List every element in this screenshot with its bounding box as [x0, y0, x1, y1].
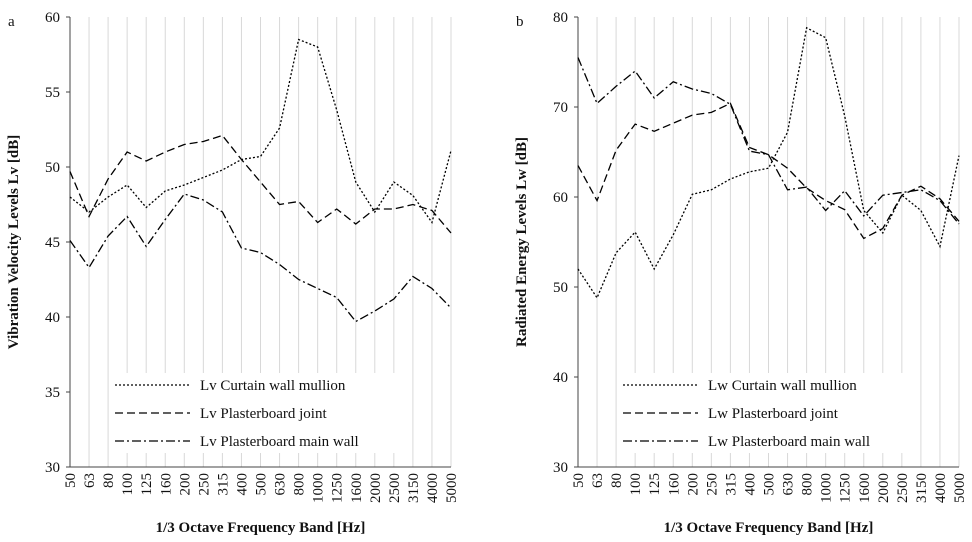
x-tick-label: 630 [273, 473, 289, 496]
y-tick-label: 50 [553, 280, 568, 296]
panel-label: a [8, 14, 15, 30]
data-line [69, 193, 452, 323]
x-tick-label: 160 [666, 473, 682, 496]
legend-label: Lv Curtain wall mullion [200, 378, 346, 394]
data-line [69, 134, 452, 234]
y-tick-label: 80 [553, 10, 568, 26]
x-tick-label: 1600 [349, 473, 365, 503]
x-tick-label: 250 [196, 473, 212, 496]
x-tick-label: 400 [742, 473, 758, 496]
legend-label: Lw Plasterboard joint [708, 406, 839, 422]
legend-box [618, 373, 918, 453]
x-tick-label: 200 [685, 473, 701, 496]
x-tick-label: 500 [254, 473, 270, 496]
x-tick-label: 50 [571, 473, 587, 488]
y-tick-label: 40 [45, 310, 60, 326]
data-line [577, 26, 960, 300]
x-tick-label: 4000 [933, 473, 949, 503]
x-axis-label: 1/3 Octave Frequency Band [Hz] [156, 520, 366, 536]
y-tick-label: 50 [45, 160, 60, 176]
x-tick-label: 250 [704, 473, 720, 496]
legend-label: Lv Plasterboard main wall [200, 434, 359, 450]
y-tick-label: 40 [553, 370, 568, 386]
legend-box [110, 373, 410, 453]
x-tick-label: 3150 [914, 473, 930, 503]
y-tick-label: 35 [45, 385, 60, 401]
x-tick-label: 80 [101, 473, 117, 488]
x-tick-label: 2500 [895, 473, 911, 503]
y-tick-label: 70 [553, 100, 568, 116]
y-tick-label: 30 [553, 460, 568, 476]
x-tick-label: 1250 [330, 473, 346, 503]
x-tick-label: 160 [158, 473, 174, 496]
y-tick-label: 60 [45, 10, 60, 26]
x-tick-label: 100 [120, 473, 136, 496]
x-tick-label: 63 [82, 473, 98, 488]
panel-label: b [516, 14, 524, 30]
x-tick-label: 800 [292, 473, 308, 496]
x-tick-label: 4000 [425, 473, 441, 503]
x-tick-label: 200 [177, 473, 193, 496]
y-axis-label: Radiated Energy Levels Lw [dB] [514, 137, 530, 347]
x-tick-label: 1000 [311, 473, 327, 503]
y-tick-label: 55 [45, 85, 60, 101]
legend-label: Lw Plasterboard main wall [708, 434, 870, 450]
x-tick-label: 125 [647, 473, 663, 496]
x-tick-label: 400 [234, 473, 250, 496]
data-line [577, 57, 960, 225]
x-tick-label: 630 [781, 473, 797, 496]
x-tick-label: 1250 [838, 473, 854, 503]
y-tick-label: 45 [45, 235, 60, 251]
x-tick-label: 125 [139, 473, 155, 496]
x-tick-label: 63 [590, 473, 606, 488]
x-tick-label: 3150 [406, 473, 422, 503]
x-tick-label: 2500 [387, 473, 403, 503]
x-tick-label: 315 [723, 473, 739, 496]
x-tick-label: 1600 [857, 473, 873, 503]
x-tick-label: 2000 [876, 473, 892, 503]
x-axis-label: 1/3 Octave Frequency Band [Hz] [664, 520, 874, 536]
legend-label: Lw Curtain wall mullion [708, 378, 857, 394]
x-tick-label: 500 [762, 473, 778, 496]
x-tick-label: 5000 [444, 473, 460, 503]
legend-label: Lv Plasterboard joint [200, 406, 327, 422]
x-tick-label: 5000 [952, 473, 968, 503]
x-tick-label: 80 [609, 473, 625, 488]
data-line [577, 102, 960, 240]
y-tick-label: 60 [553, 190, 568, 206]
x-tick-label: 315 [215, 473, 231, 496]
x-tick-label: 2000 [368, 473, 384, 503]
y-tick-label: 30 [45, 460, 60, 476]
data-line [69, 38, 452, 225]
x-tick-label: 800 [800, 473, 816, 496]
y-axis-label: Vibration Velocity Levels Lv [dB] [6, 135, 22, 349]
x-tick-label: 100 [628, 473, 644, 496]
x-tick-label: 50 [63, 473, 79, 488]
x-tick-label: 1000 [819, 473, 835, 503]
